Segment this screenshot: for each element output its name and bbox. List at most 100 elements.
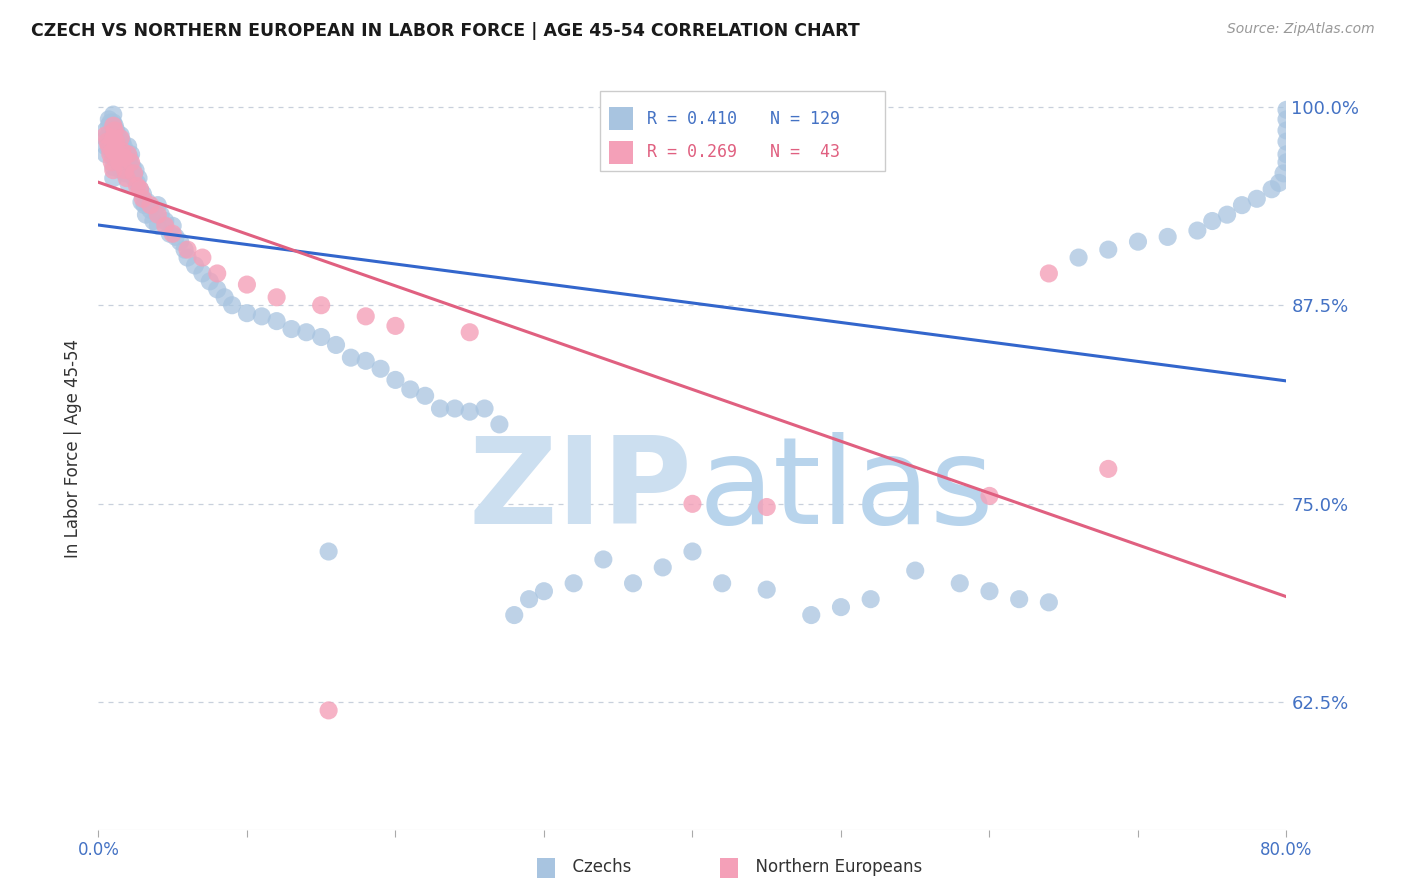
Point: [318, 703, 340, 717]
Point: [621, 576, 644, 591]
Point: [121, 160, 143, 174]
Point: [162, 227, 184, 241]
Point: [384, 318, 406, 333]
Point: [191, 267, 214, 281]
Point: [184, 259, 207, 273]
Point: [105, 123, 128, 137]
Point: [120, 147, 142, 161]
Point: [266, 314, 288, 328]
Point: [94, 123, 117, 137]
Point: [104, 131, 127, 145]
Point: [159, 227, 181, 241]
Point: [1156, 230, 1178, 244]
Point: [165, 230, 187, 244]
Point: [142, 214, 165, 228]
Point: [94, 131, 117, 145]
Point: [103, 163, 125, 178]
Point: [681, 544, 703, 558]
Point: [132, 192, 155, 206]
Bar: [609, 141, 633, 164]
Point: [104, 119, 127, 133]
Point: [117, 176, 139, 190]
Point: [1268, 176, 1291, 190]
Point: [110, 163, 132, 178]
Point: [117, 155, 139, 169]
Point: [191, 251, 214, 265]
Point: [517, 592, 540, 607]
Point: [98, 115, 121, 129]
Point: [118, 151, 141, 165]
Point: [120, 166, 142, 180]
Point: [101, 155, 124, 169]
Point: [136, 194, 159, 209]
Point: [111, 144, 134, 158]
Point: [755, 500, 778, 514]
Point: [295, 325, 318, 339]
Point: [904, 564, 927, 578]
Point: [105, 135, 128, 149]
Point: [651, 560, 673, 574]
Point: [111, 155, 134, 169]
Point: [214, 290, 236, 304]
Point: [125, 179, 148, 194]
Point: [354, 310, 377, 324]
Point: [117, 139, 139, 153]
Point: [198, 274, 221, 288]
Point: [103, 115, 125, 129]
Point: [146, 219, 169, 233]
Point: [101, 123, 124, 137]
Point: [173, 243, 195, 257]
Point: [103, 144, 125, 158]
Point: [112, 139, 135, 153]
Point: [309, 298, 332, 312]
Point: [114, 166, 136, 180]
Point: [110, 128, 132, 143]
Point: [458, 325, 481, 339]
Point: [120, 155, 142, 169]
Point: [114, 144, 136, 158]
Point: [112, 163, 135, 178]
Point: [429, 401, 451, 416]
Point: [96, 135, 118, 149]
Point: [1216, 208, 1239, 222]
Text: Czechs: Czechs: [562, 858, 631, 876]
Point: [474, 401, 496, 416]
Point: [1097, 462, 1119, 476]
Point: [108, 135, 131, 149]
Point: [1230, 198, 1253, 212]
Point: [103, 160, 125, 174]
Point: [94, 139, 117, 153]
Point: [1275, 123, 1298, 137]
Point: [176, 251, 198, 265]
Point: [340, 351, 363, 365]
Point: [236, 306, 259, 320]
Point: [155, 219, 177, 233]
Point: [103, 139, 125, 153]
Point: [107, 147, 129, 161]
Point: [128, 171, 150, 186]
Point: [1275, 103, 1298, 117]
Text: R = 0.410: R = 0.410: [647, 110, 737, 128]
Point: [139, 198, 162, 212]
Point: [800, 608, 823, 623]
Text: Source: ZipAtlas.com: Source: ZipAtlas.com: [1227, 22, 1375, 37]
Text: Northern Europeans: Northern Europeans: [745, 858, 922, 876]
Point: [236, 277, 259, 292]
Point: [104, 123, 127, 137]
Point: [94, 128, 117, 143]
Point: [1272, 166, 1295, 180]
Point: [146, 208, 169, 222]
Point: [681, 497, 703, 511]
Point: [1260, 182, 1282, 196]
Point: [830, 600, 852, 615]
Point: [399, 383, 422, 397]
Point: [101, 135, 124, 149]
Point: [859, 592, 882, 607]
Point: [1038, 595, 1060, 609]
Text: N = 129: N = 129: [769, 110, 839, 128]
Point: [94, 147, 117, 161]
Point: [111, 135, 134, 149]
Point: [443, 401, 465, 416]
Point: [1067, 251, 1090, 265]
Point: [122, 166, 145, 180]
